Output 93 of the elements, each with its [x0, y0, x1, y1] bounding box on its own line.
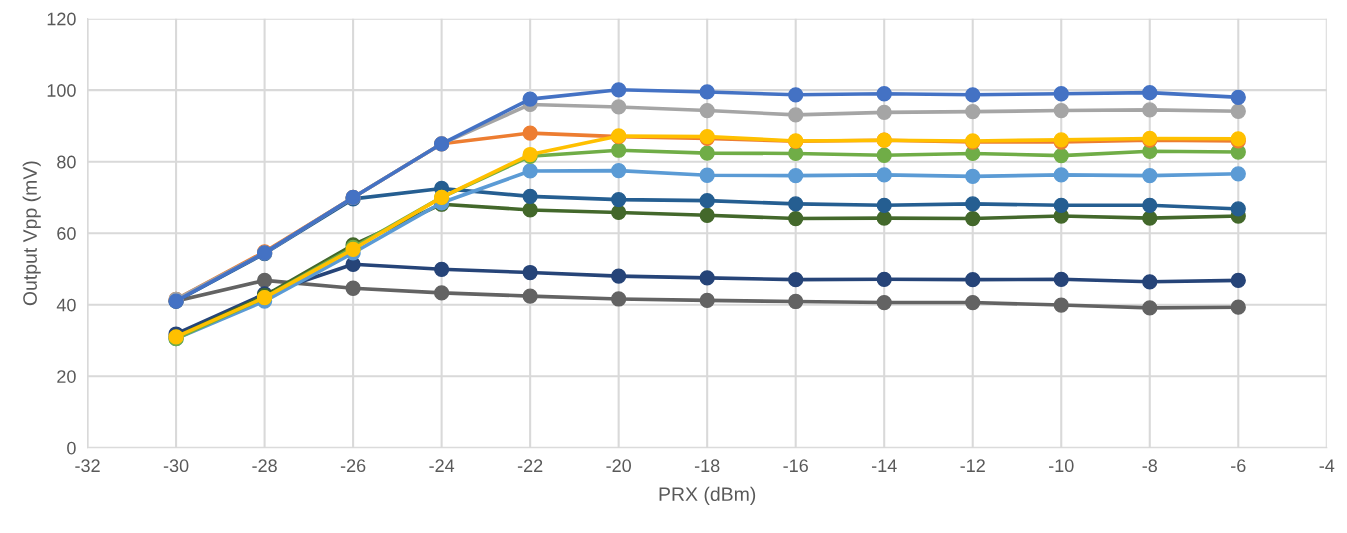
- x-tick-label: -30: [163, 459, 189, 473]
- point: [522, 125, 538, 141]
- point: [1230, 166, 1246, 182]
- x-tick-label: -16: [783, 459, 808, 473]
- point: [1230, 103, 1246, 119]
- point: [1142, 210, 1158, 226]
- x-tick-label: -10: [1049, 459, 1074, 473]
- x-axis-title: PRX (dBm): [659, 486, 756, 505]
- y-tick-label: 120: [47, 12, 76, 26]
- point: [611, 204, 627, 221]
- point: [788, 167, 804, 184]
- point: [1230, 89, 1246, 105]
- y-tick-label: 0: [67, 441, 76, 455]
- point: [699, 207, 715, 223]
- point: [876, 271, 892, 287]
- x-tick-label: -20: [606, 459, 631, 473]
- point: [1053, 271, 1069, 287]
- x-tick-label: -22: [517, 459, 543, 472]
- point: [699, 102, 715, 119]
- point: [1142, 300, 1158, 316]
- y-tick-label: 100: [47, 84, 76, 97]
- point: [345, 280, 361, 296]
- point: [1142, 197, 1158, 213]
- point: [433, 285, 450, 301]
- point: [1230, 201, 1246, 217]
- point: [1142, 85, 1158, 101]
- x-tick-label: -14: [871, 459, 897, 472]
- point: [522, 188, 538, 204]
- point: [611, 268, 627, 284]
- point: [788, 293, 804, 310]
- point: [788, 87, 804, 103]
- point: [1053, 167, 1069, 183]
- point: [611, 191, 627, 208]
- point: [788, 210, 804, 227]
- point: [699, 145, 715, 161]
- y-tick-label: 40: [56, 298, 76, 312]
- x-tick-label: -6: [1231, 459, 1246, 473]
- point: [256, 272, 273, 289]
- point: [522, 264, 538, 281]
- x-tick-label: -24: [429, 459, 455, 472]
- point: [611, 142, 627, 158]
- point: [522, 288, 538, 304]
- point: [876, 197, 892, 213]
- point: [1142, 274, 1158, 290]
- y-axis-title: Output Vpp (mV): [22, 161, 41, 306]
- point: [876, 167, 892, 183]
- x-tick-label: -18: [694, 459, 720, 473]
- point: [965, 103, 981, 120]
- x-tick-label: -12: [960, 459, 985, 472]
- point: [876, 86, 892, 102]
- x-tick-label: -8: [1142, 459, 1157, 473]
- point: [965, 196, 981, 212]
- x-tick-label: -32: [75, 459, 100, 473]
- point: [1230, 299, 1246, 315]
- y-tick-label: 60: [57, 227, 76, 240]
- point: [788, 107, 804, 123]
- point: [1142, 167, 1158, 184]
- point: [699, 84, 715, 100]
- point: [965, 294, 981, 311]
- point: [965, 87, 981, 103]
- point: [611, 162, 627, 179]
- point: [1053, 147, 1069, 164]
- point: [965, 272, 981, 288]
- point: [611, 99, 627, 115]
- point: [788, 272, 804, 288]
- x-tick-label: -28: [252, 459, 277, 473]
- point: [699, 193, 715, 209]
- x-tick-label: -4: [1319, 459, 1335, 472]
- point: [1053, 86, 1069, 102]
- point: [611, 291, 627, 307]
- point: [876, 294, 892, 311]
- point: [1053, 197, 1069, 213]
- point: [522, 91, 538, 107]
- point: [965, 210, 981, 227]
- point: [699, 292, 715, 309]
- point: [1053, 297, 1069, 313]
- point: [433, 261, 450, 277]
- point: [611, 82, 627, 98]
- point: [965, 168, 981, 184]
- point: [1053, 102, 1069, 119]
- point: [522, 163, 538, 179]
- point: [1142, 102, 1158, 118]
- point: [699, 167, 715, 183]
- point: [876, 104, 892, 120]
- point: [1230, 272, 1246, 289]
- point: [699, 270, 715, 286]
- point: [876, 147, 892, 163]
- x-tick-label: -26: [340, 459, 366, 473]
- point: [788, 196, 804, 212]
- point: [876, 210, 892, 226]
- y-tick-label: 20: [57, 370, 76, 383]
- y-tick-label: 80: [57, 155, 76, 169]
- point: [522, 202, 538, 218]
